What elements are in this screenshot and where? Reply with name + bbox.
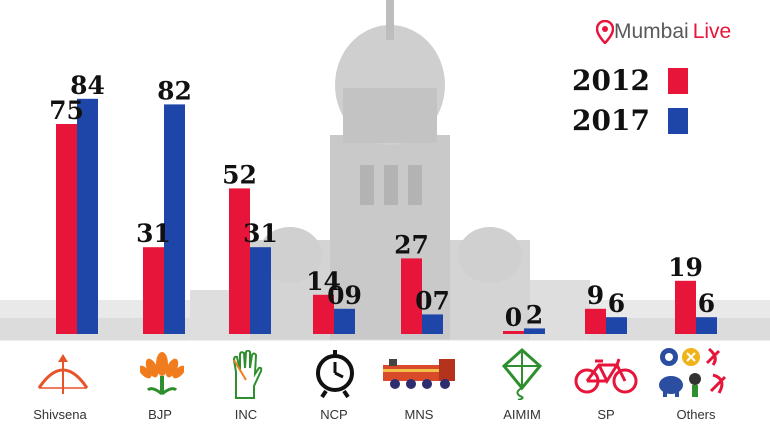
party-label-inc: INC bbox=[234, 407, 258, 422]
bar-label-aimim-2012: 0 bbox=[505, 303, 522, 332]
bar-label-shivsena-2012: 75 bbox=[49, 96, 84, 125]
bar-label-inc-2012: 52 bbox=[222, 160, 257, 189]
bar-label-others-2017: 6 bbox=[698, 289, 715, 318]
bar-shivsena-2017 bbox=[77, 98, 98, 334]
bar-label-inc-2017: 31 bbox=[243, 219, 278, 248]
legend-item-2012: 2012 bbox=[572, 64, 688, 97]
legend-label-2017: 2017 bbox=[572, 104, 650, 137]
party-label-bjp: BJP bbox=[148, 407, 172, 422]
bar-label-sp-2012: 9 bbox=[587, 281, 604, 310]
bar-label-others-2012: 19 bbox=[668, 253, 703, 282]
bar-label-shivsena-2017: 84 bbox=[70, 71, 105, 100]
brand-mumbai: Mumbai bbox=[614, 20, 689, 43]
bmc-building-silhouette bbox=[0, 0, 770, 340]
bar-inc-2017 bbox=[250, 247, 271, 334]
party-label-others: Others bbox=[676, 407, 716, 422]
lotus-icon bbox=[140, 352, 184, 396]
bar-others-2017 bbox=[696, 317, 717, 334]
kite-icon bbox=[501, 348, 543, 400]
bar-aimim-2017 bbox=[524, 328, 545, 334]
brand-logo: Mumbai Live bbox=[596, 20, 731, 44]
bar-label-bjp-2017: 82 bbox=[157, 76, 192, 105]
bar-label-bjp-2012: 31 bbox=[136, 219, 171, 248]
bar-sp-2012 bbox=[585, 308, 606, 334]
clock-icon bbox=[316, 350, 354, 399]
party-label-aimim: AIMIM bbox=[503, 407, 541, 422]
bar-mns-2017 bbox=[422, 314, 443, 334]
bar-label-ncp-2017: 09 bbox=[327, 281, 362, 310]
bars-group bbox=[56, 98, 717, 335]
legend-swatch-2012 bbox=[667, 67, 688, 94]
bar-bjp-2012 bbox=[143, 247, 164, 334]
map-pin-icon bbox=[596, 20, 614, 44]
bar-inc-2012 bbox=[229, 188, 250, 334]
bar-sp-2017 bbox=[606, 317, 627, 334]
bar-aimim-2012 bbox=[503, 331, 524, 334]
legend-label-2012: 2012 bbox=[572, 64, 650, 97]
bar-ncp-2017 bbox=[334, 308, 355, 334]
bar-label-aimim-2017: 2 bbox=[526, 300, 543, 329]
railway-engine-icon bbox=[383, 359, 455, 389]
hand-icon bbox=[232, 350, 263, 399]
bar-bjp-2017 bbox=[164, 104, 185, 335]
bicycle-icon bbox=[574, 358, 638, 394]
bar-label-sp-2017: 6 bbox=[608, 289, 625, 318]
others-symbols-icon bbox=[659, 347, 727, 397]
legend-item-2017: 2017 bbox=[572, 104, 688, 137]
party-label-mns: MNS bbox=[404, 407, 434, 422]
bar-label-ncp-2012: 14 bbox=[306, 267, 341, 296]
bar-label-mns-2017: 07 bbox=[415, 286, 450, 315]
bar-others-2012 bbox=[675, 280, 696, 334]
party-label-shivsena: Shivsena bbox=[33, 407, 87, 422]
bar-label-mns-2012: 27 bbox=[394, 230, 429, 259]
bar-shivsena-2012 bbox=[56, 124, 77, 334]
party-label-sp: SP bbox=[597, 407, 615, 422]
party-label-ncp: NCP bbox=[320, 407, 348, 422]
bar-mns-2012 bbox=[401, 258, 422, 334]
bow-and-arrow-icon bbox=[37, 354, 89, 394]
legend-swatch-2017 bbox=[667, 107, 688, 134]
bar-ncp-2012 bbox=[313, 294, 334, 334]
brand-live: Live bbox=[692, 20, 732, 43]
